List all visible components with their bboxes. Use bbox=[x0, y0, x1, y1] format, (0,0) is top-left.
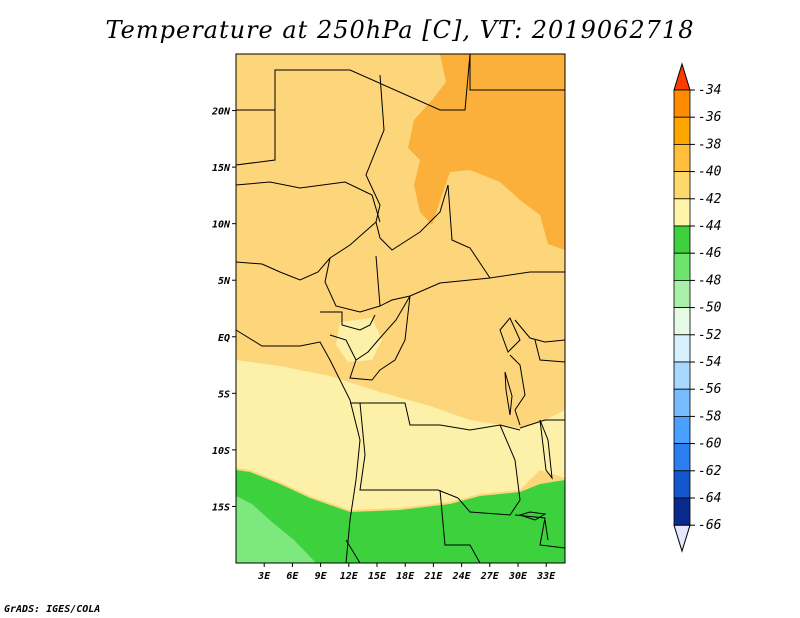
colorbar-label: -46 bbox=[698, 246, 722, 261]
y-tick-label: 5N bbox=[218, 276, 231, 287]
border-line bbox=[519, 419, 565, 429]
colorbar-label: -52 bbox=[698, 328, 722, 343]
colorbar-label: -34 bbox=[698, 83, 721, 98]
y-tick-label: 10S bbox=[212, 446, 230, 457]
x-tick-label: 3E bbox=[257, 571, 271, 582]
colorbar-label: -36 bbox=[698, 110, 722, 125]
y-tick-label: 10N bbox=[212, 220, 231, 231]
map-title: Temperature at 250hPa [C], VT: 201906271… bbox=[105, 16, 695, 44]
map-frame bbox=[235, 53, 566, 564]
colorbar-swatch bbox=[673, 443, 691, 472]
colorbar-swatch bbox=[673, 143, 691, 172]
colorbar-label: -42 bbox=[698, 192, 722, 207]
colorbar-label: -38 bbox=[698, 137, 722, 152]
x-tick-label: 24E bbox=[452, 571, 472, 582]
border-line bbox=[235, 181, 381, 223]
colorbar-label: -64 bbox=[698, 491, 721, 506]
lake-malawi bbox=[539, 419, 553, 480]
colorbar-swatch bbox=[673, 171, 691, 200]
border-line bbox=[329, 295, 411, 361]
lake-victoria bbox=[499, 317, 521, 353]
x-tick-label: 15E bbox=[368, 571, 387, 582]
border-line bbox=[235, 221, 377, 281]
colorbar-label: -44 bbox=[698, 219, 721, 234]
border-line bbox=[514, 319, 566, 343]
colorbar-swatch bbox=[673, 279, 691, 308]
field-minus42-patch bbox=[336, 318, 382, 362]
field-minus38-region bbox=[408, 54, 565, 250]
border-line bbox=[544, 519, 549, 541]
colorbar-label: -50 bbox=[698, 301, 722, 316]
border-line bbox=[439, 489, 481, 564]
colorbar-swatch bbox=[673, 252, 691, 281]
border-line bbox=[514, 514, 566, 549]
colorbar-top-arrow bbox=[673, 62, 691, 91]
y-tick-label: 5S bbox=[218, 389, 230, 400]
border-line bbox=[365, 74, 385, 223]
grads-credit: GrADS: IGES/COLA bbox=[4, 604, 101, 615]
y-tick-label: EQ bbox=[218, 333, 230, 344]
colorbar-label: -54 bbox=[698, 355, 721, 370]
border-line bbox=[457, 424, 521, 516]
colorbar-swatch bbox=[673, 198, 691, 227]
colorbar-label: -58 bbox=[698, 409, 722, 424]
lake-tanganyika bbox=[504, 371, 513, 416]
colorbar-swatch bbox=[673, 307, 691, 336]
colorbar-swatch bbox=[673, 116, 691, 145]
border-line bbox=[235, 110, 276, 166]
border-line bbox=[447, 184, 565, 279]
border-line bbox=[345, 539, 361, 564]
coastline bbox=[235, 329, 361, 564]
colorbar-swatch bbox=[673, 225, 691, 254]
y-tick-label: 15S bbox=[212, 502, 230, 513]
x-tick-label: 18E bbox=[396, 571, 415, 582]
x-tick-label: 33E bbox=[536, 571, 556, 582]
x-tick-label: 30E bbox=[508, 571, 528, 582]
colorbar-swatch bbox=[673, 470, 691, 499]
border-line bbox=[469, 54, 565, 91]
colorbar-label: -60 bbox=[698, 437, 722, 452]
x-tick-label: 9E bbox=[315, 571, 328, 582]
colorbar-label: -66 bbox=[698, 518, 722, 533]
border-line bbox=[509, 354, 526, 426]
temperature-fill-layer bbox=[236, 54, 565, 563]
border-line bbox=[534, 339, 566, 363]
field-minus42-region bbox=[236, 360, 565, 510]
longitude-axis: 3E 6E 9E 12E 15E 18E 21E 24E 27E 30E 33E bbox=[257, 563, 556, 582]
colorbar-label: -56 bbox=[698, 382, 722, 397]
lake-kariba bbox=[518, 511, 547, 521]
colorbar-bottom-arrow bbox=[673, 524, 691, 553]
field-minus46-region bbox=[236, 496, 316, 563]
field-minus44-region bbox=[236, 470, 565, 563]
x-tick-label: 27E bbox=[480, 571, 500, 582]
colorbar-label: -48 bbox=[698, 273, 722, 288]
y-tick-label: 20N bbox=[211, 107, 231, 118]
x-tick-label: 21E bbox=[423, 571, 443, 582]
border-line bbox=[375, 255, 381, 307]
colorbar-swatch bbox=[673, 497, 691, 526]
colorbar-swatch bbox=[673, 334, 691, 363]
x-tick-label: 12E bbox=[340, 571, 359, 582]
colorbar-swatch bbox=[673, 415, 691, 444]
x-tick-label: 6E bbox=[286, 571, 299, 582]
colorbar-label: -40 bbox=[698, 165, 722, 180]
border-line bbox=[359, 402, 459, 499]
y-tick-label: 15N bbox=[212, 163, 231, 174]
country-borders bbox=[235, 53, 566, 564]
colorbar: -34 -36 -38 -40 -42 -44 -46 -48 -50 -52 -54 -56 -58 -… bbox=[673, 62, 722, 553]
border-line bbox=[320, 311, 376, 331]
border-line bbox=[349, 295, 411, 381]
border-line bbox=[375, 184, 449, 251]
colorbar-swatch bbox=[673, 89, 691, 118]
colorbar-swatch bbox=[673, 388, 691, 417]
colorbar-label: -62 bbox=[698, 464, 722, 479]
latitude-axis: 20N 15N 10N 5N EQ 5S 10S 15S bbox=[211, 107, 236, 513]
colorbar-swatch bbox=[673, 361, 691, 390]
